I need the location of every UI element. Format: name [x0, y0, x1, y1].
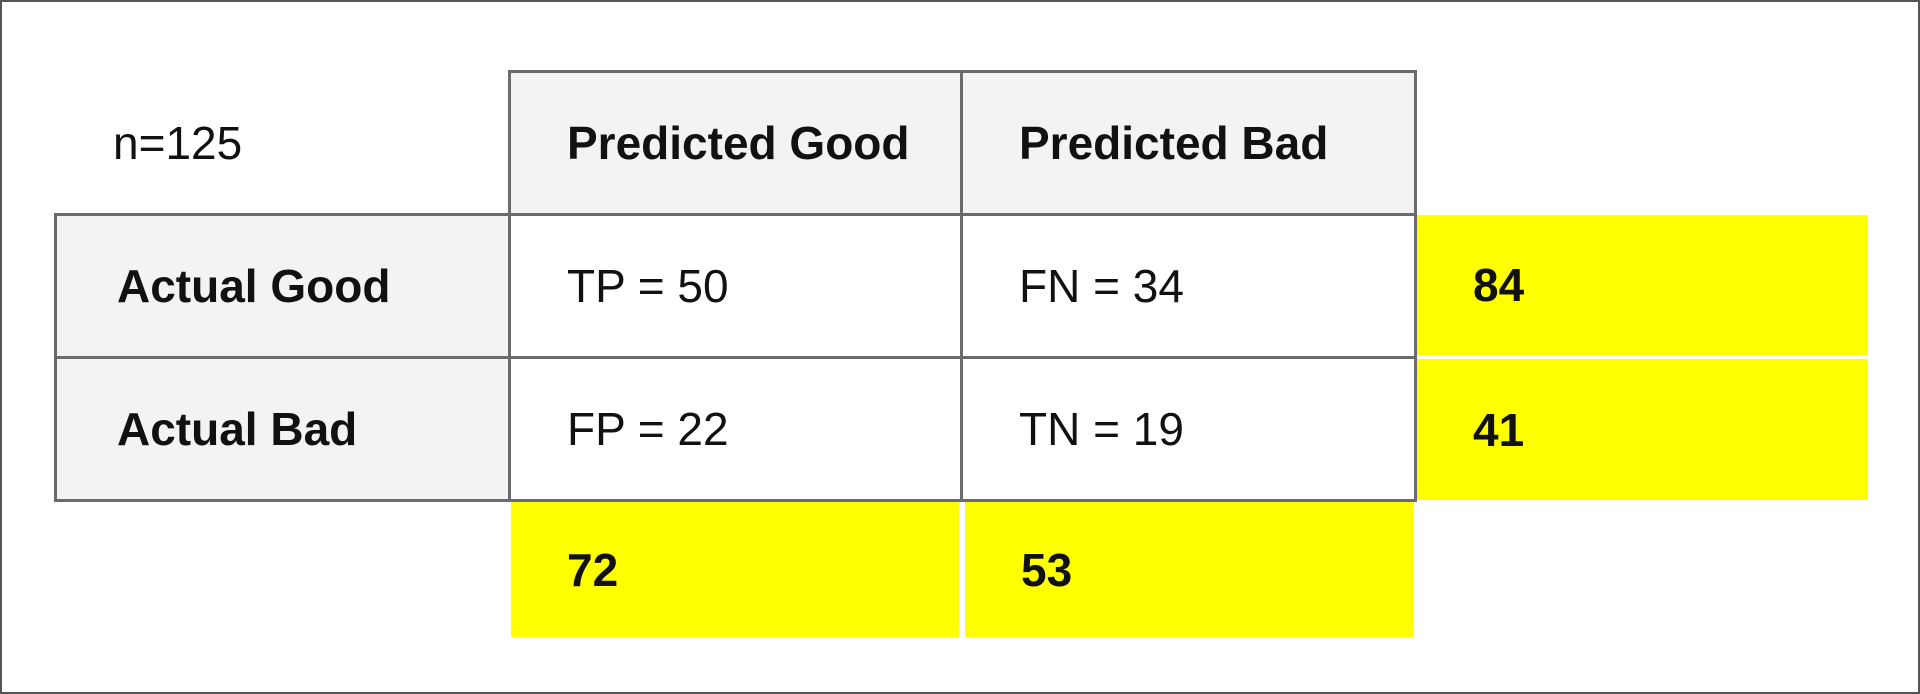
total-actual-good: 84	[1417, 215, 1868, 355]
total-predicted-good: 72	[511, 502, 959, 637]
sample-size-label: n=125	[58, 72, 508, 214]
cell-true-negative: TN = 19	[960, 356, 1417, 502]
header-actual-good: Actual Good	[54, 213, 511, 359]
header-predicted-good: Predicted Good	[508, 70, 963, 216]
cell-false-negative: FN = 34	[960, 213, 1417, 359]
header-actual-bad: Actual Bad	[54, 356, 511, 502]
header-predicted-bad: Predicted Bad	[960, 70, 1417, 216]
total-actual-bad: 41	[1417, 359, 1868, 500]
cell-true-positive: TP = 50	[508, 213, 963, 359]
cell-false-positive: FP = 22	[508, 356, 963, 502]
total-predicted-bad: 53	[965, 502, 1414, 637]
